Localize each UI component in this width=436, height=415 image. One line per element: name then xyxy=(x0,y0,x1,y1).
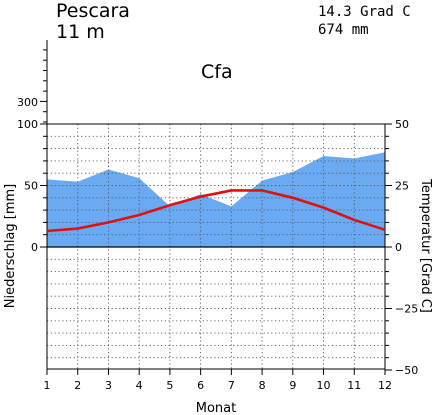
climate-class: Cfa xyxy=(201,61,233,83)
annual-precipitation: 674 mm xyxy=(318,22,369,38)
right-tick-label: −50 xyxy=(395,364,418,377)
x-tick-label: 6 xyxy=(197,379,204,392)
x-axis-label: Monat xyxy=(196,401,236,415)
station-elevation: 11 m xyxy=(56,21,105,43)
x-tick-label: 7 xyxy=(228,379,235,392)
precipitation-layer xyxy=(47,152,385,247)
left-axis-label: Niederschlag [mm] xyxy=(3,184,18,309)
left-tick-label: 0 xyxy=(31,241,38,254)
right-tick-label: 50 xyxy=(395,118,409,131)
x-tick-label: 10 xyxy=(317,379,331,392)
right-tick-label: −25 xyxy=(395,303,418,316)
x-tick-label: 2 xyxy=(74,379,81,392)
x-tick-label: 1 xyxy=(44,379,51,392)
x-tick-label: 8 xyxy=(259,379,266,392)
left-tick-label: 50 xyxy=(24,180,38,193)
left-tick-label: 300 xyxy=(17,96,38,109)
x-tick-label: 3 xyxy=(105,379,112,392)
x-tick-label: 4 xyxy=(136,379,143,392)
right-tick-label: 25 xyxy=(395,180,409,193)
precipitation-area xyxy=(47,152,385,247)
right-tick-label: 0 xyxy=(395,241,402,254)
axis-layer xyxy=(40,40,392,375)
x-tick-label: 9 xyxy=(289,379,296,392)
mean-temperature: 14.3 Grad C xyxy=(318,4,411,20)
station-name: Pescara xyxy=(56,0,130,22)
left-tick-label: 100 xyxy=(17,118,38,131)
x-tick-label: 12 xyxy=(378,379,392,392)
temperature-line xyxy=(46,189,386,233)
x-tick-label: 11 xyxy=(347,379,361,392)
x-tick-label: 5 xyxy=(166,379,173,392)
right-axis-label: Temperatur [Grad C] xyxy=(418,178,433,313)
temperature-layer xyxy=(46,189,386,233)
